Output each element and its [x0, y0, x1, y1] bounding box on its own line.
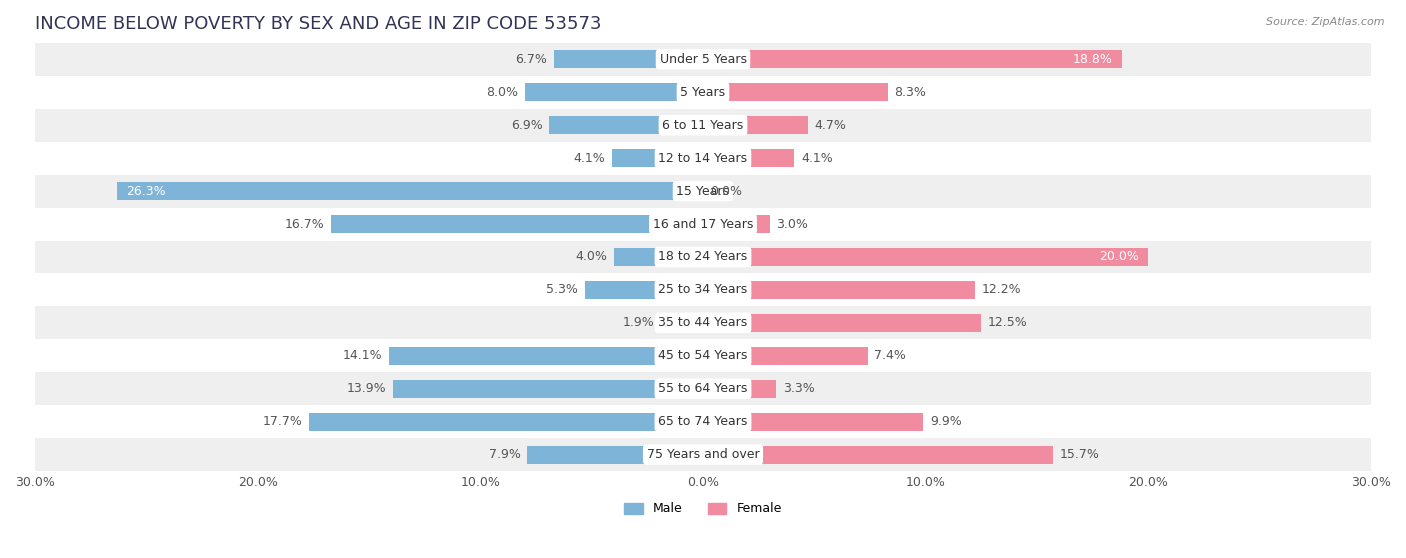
Text: 6 to 11 Years: 6 to 11 Years: [662, 119, 744, 132]
Text: 15 Years: 15 Years: [676, 185, 730, 198]
Bar: [330, 215, 703, 233]
Text: 55 to 64 Years: 55 to 64 Years: [658, 382, 748, 395]
Text: 13.9%: 13.9%: [347, 382, 387, 395]
Text: 75 Years and over: 75 Years and over: [647, 448, 759, 461]
Bar: [309, 412, 703, 431]
Bar: [703, 347, 868, 365]
Text: 15.7%: 15.7%: [1059, 448, 1099, 461]
Text: 16.7%: 16.7%: [284, 218, 325, 230]
Bar: [703, 412, 924, 431]
Bar: [35, 76, 1371, 109]
Legend: Male, Female: Male, Female: [619, 498, 787, 521]
Text: 5 Years: 5 Years: [681, 86, 725, 99]
Text: 12 to 14 Years: 12 to 14 Years: [658, 152, 748, 165]
Text: 4.1%: 4.1%: [801, 152, 832, 165]
Bar: [35, 405, 1371, 438]
Bar: [117, 182, 703, 200]
Text: Under 5 Years: Under 5 Years: [659, 53, 747, 66]
Text: 7.4%: 7.4%: [875, 349, 907, 362]
Bar: [703, 379, 776, 398]
Bar: [527, 445, 703, 464]
Bar: [35, 339, 1371, 372]
Text: 18.8%: 18.8%: [1073, 53, 1112, 66]
Text: 25 to 34 Years: 25 to 34 Years: [658, 283, 748, 296]
Text: 14.1%: 14.1%: [343, 349, 382, 362]
Text: 3.0%: 3.0%: [776, 218, 808, 230]
Bar: [612, 149, 703, 167]
Bar: [35, 43, 1371, 76]
Text: 0.0%: 0.0%: [710, 185, 742, 198]
Bar: [614, 248, 703, 266]
Text: 3.3%: 3.3%: [783, 382, 815, 395]
Bar: [554, 50, 703, 69]
Bar: [389, 347, 703, 365]
Bar: [703, 314, 981, 332]
Text: 6.7%: 6.7%: [515, 53, 547, 66]
Text: 6.9%: 6.9%: [510, 119, 543, 132]
Text: 17.7%: 17.7%: [263, 415, 302, 428]
Bar: [35, 240, 1371, 273]
Bar: [35, 372, 1371, 405]
Text: 8.0%: 8.0%: [486, 86, 519, 99]
Text: 9.9%: 9.9%: [931, 415, 962, 428]
Text: INCOME BELOW POVERTY BY SEX AND AGE IN ZIP CODE 53573: INCOME BELOW POVERTY BY SEX AND AGE IN Z…: [35, 15, 602, 33]
Bar: [550, 116, 703, 134]
Bar: [35, 175, 1371, 208]
Bar: [703, 445, 1053, 464]
Bar: [661, 314, 703, 332]
Text: 4.1%: 4.1%: [574, 152, 605, 165]
Text: 35 to 44 Years: 35 to 44 Years: [658, 316, 748, 329]
Bar: [703, 281, 974, 299]
Text: 20.0%: 20.0%: [1099, 251, 1139, 263]
Text: 26.3%: 26.3%: [127, 185, 166, 198]
Text: 5.3%: 5.3%: [547, 283, 578, 296]
Text: 12.5%: 12.5%: [988, 316, 1028, 329]
Text: 45 to 54 Years: 45 to 54 Years: [658, 349, 748, 362]
Text: 8.3%: 8.3%: [894, 86, 927, 99]
Text: 7.9%: 7.9%: [488, 448, 520, 461]
Text: 12.2%: 12.2%: [981, 283, 1021, 296]
Bar: [703, 50, 1122, 69]
Bar: [703, 248, 1149, 266]
Text: 16 and 17 Years: 16 and 17 Years: [652, 218, 754, 230]
Bar: [703, 83, 887, 102]
Bar: [703, 149, 794, 167]
Text: 65 to 74 Years: 65 to 74 Years: [658, 415, 748, 428]
Bar: [35, 109, 1371, 142]
Text: 4.7%: 4.7%: [814, 119, 846, 132]
Bar: [35, 273, 1371, 306]
Bar: [35, 438, 1371, 471]
Bar: [35, 142, 1371, 175]
Text: 1.9%: 1.9%: [623, 316, 654, 329]
Text: Source: ZipAtlas.com: Source: ZipAtlas.com: [1267, 17, 1385, 27]
Text: 18 to 24 Years: 18 to 24 Years: [658, 251, 748, 263]
Bar: [703, 215, 770, 233]
Bar: [35, 306, 1371, 339]
Bar: [35, 208, 1371, 240]
Bar: [524, 83, 703, 102]
Bar: [703, 116, 807, 134]
Bar: [585, 281, 703, 299]
Bar: [394, 379, 703, 398]
Text: 4.0%: 4.0%: [575, 251, 607, 263]
